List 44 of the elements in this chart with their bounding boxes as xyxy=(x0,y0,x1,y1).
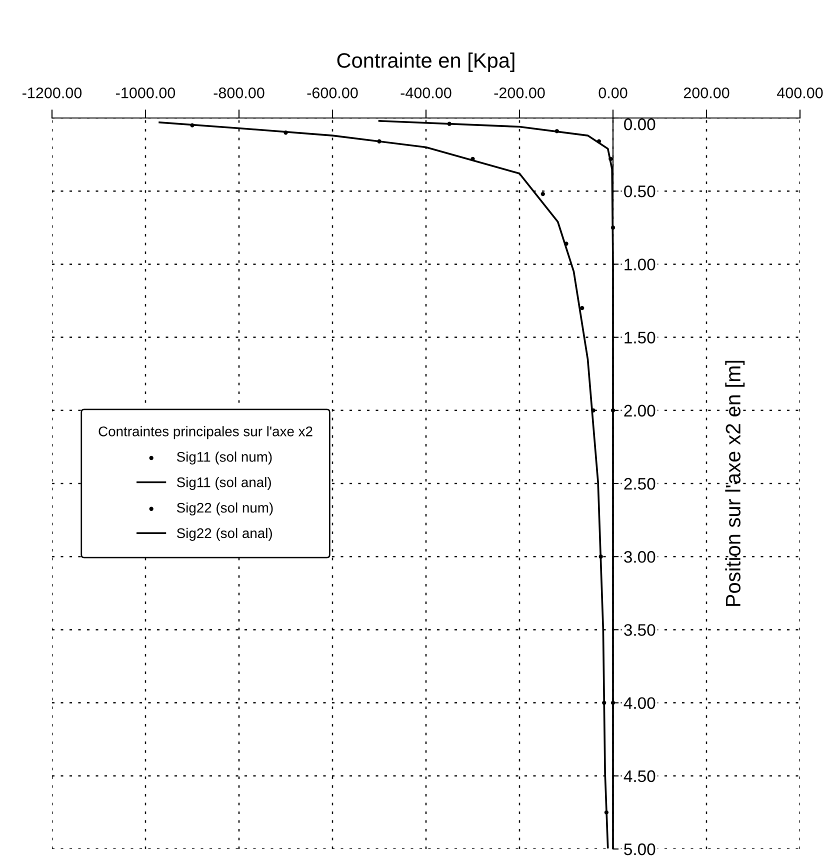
point xyxy=(602,700,606,705)
y-tick-label: 4.50 xyxy=(624,770,656,782)
legend-label: Sig22 (sol num) xyxy=(176,502,273,516)
point xyxy=(377,139,382,144)
point xyxy=(610,408,616,412)
point xyxy=(604,810,609,815)
x-tick-label: -600.00 xyxy=(307,87,358,98)
y-tick-label: 0.00 xyxy=(624,118,656,130)
y-tick-label: 3.00 xyxy=(624,551,656,563)
legend-label: Sig11 (sol anal) xyxy=(176,477,271,490)
x-tick-label: 400.00 xyxy=(776,87,823,98)
point xyxy=(554,129,559,134)
y-axis-title: Position sur l'axe x2 en [m] xyxy=(725,360,745,606)
y-tick-label: 1.50 xyxy=(624,332,656,344)
point xyxy=(190,123,194,128)
x-tick-label: -400.00 xyxy=(400,87,452,98)
y-tick-label: 1.00 xyxy=(624,258,656,270)
y-tick-label: 2.50 xyxy=(624,478,656,490)
x-tick-label: 0.00 xyxy=(598,87,628,98)
point xyxy=(596,139,602,144)
point xyxy=(608,156,613,162)
y-tick-label: 0.50 xyxy=(624,186,656,198)
legend-label: Sig11 (sol num) xyxy=(176,452,272,465)
point xyxy=(610,700,616,705)
legend-label: Sig22 (sol anal) xyxy=(176,528,272,541)
x-tick-label: -1000.00 xyxy=(116,87,176,98)
x-tick-label: -800.00 xyxy=(214,87,264,98)
y-tick-label: 5.00 xyxy=(624,843,656,856)
y-tick-label: 3.50 xyxy=(624,624,656,636)
point xyxy=(598,554,603,559)
point xyxy=(591,408,596,412)
point xyxy=(610,226,616,230)
point xyxy=(564,242,568,246)
point xyxy=(447,122,452,126)
y-tick-label: 4.00 xyxy=(624,697,656,710)
x-tick-label: -1200.00 xyxy=(22,87,82,98)
x-axis-title: Contrainte en [Kpa] xyxy=(337,52,514,72)
legend-title: Contraintes principales sur l'axe x2 xyxy=(98,426,312,440)
point xyxy=(284,130,288,135)
x-tick-label: -200.00 xyxy=(494,87,545,98)
y-tick-label: 2.00 xyxy=(624,404,656,417)
x-tick-label: 200.00 xyxy=(684,87,730,98)
point xyxy=(580,306,584,310)
point xyxy=(540,192,545,196)
